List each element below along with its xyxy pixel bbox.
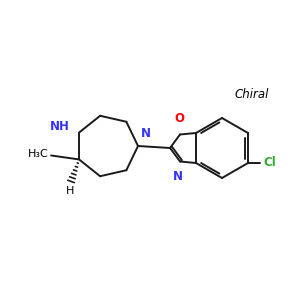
Text: H₃C: H₃C (28, 149, 49, 160)
Text: O: O (174, 112, 184, 125)
Text: N: N (173, 170, 183, 184)
Text: Chiral: Chiral (235, 88, 269, 101)
Text: Cl: Cl (263, 157, 276, 169)
Text: N: N (141, 127, 151, 140)
Text: NH: NH (50, 120, 70, 133)
Text: H: H (66, 187, 74, 196)
